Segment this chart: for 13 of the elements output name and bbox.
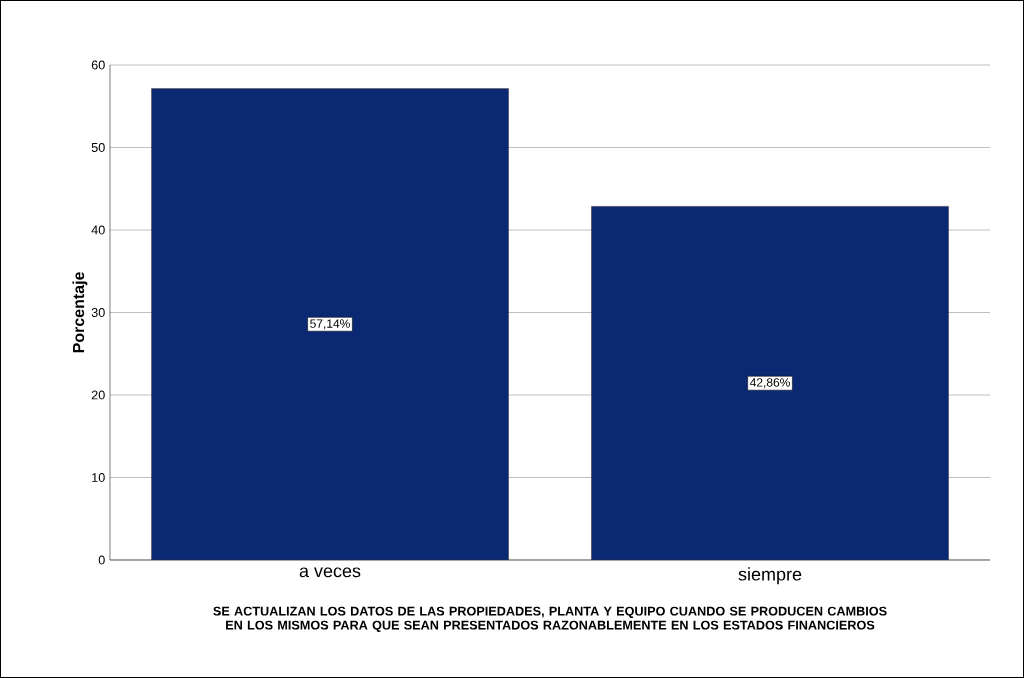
x-tick-label: siempre <box>738 567 802 585</box>
data-label: 57,14% <box>310 319 350 330</box>
data-label: 42,86% <box>749 378 790 389</box>
x-tick-label: a veces <box>299 567 361 578</box>
y-tick-label: 50 <box>91 143 105 152</box>
y-tick-label: 0 <box>98 555 105 565</box>
y-tick-label: 60 <box>91 60 105 70</box>
y-axis-title: Porcentaje <box>72 272 88 353</box>
y-tick-label: 20 <box>91 390 105 400</box>
x-axis-title: SE ACTUALIZAN LOS DATOS DE LAS PROPIEDADES, PLANTA Y EQUIPO CUANDO SE PRODUCEN CAMBIOS EN LOS MISMOS PARA QUE SEAN PRESENTADOS RAZONABLEMENTE EN LOS ESTADOS FINANCIEROS <box>213 606 887 632</box>
y-tick-label: 30 <box>91 308 105 317</box>
y-tick-label: 40 <box>91 225 105 235</box>
y-tick-label: 10 <box>92 473 105 482</box>
